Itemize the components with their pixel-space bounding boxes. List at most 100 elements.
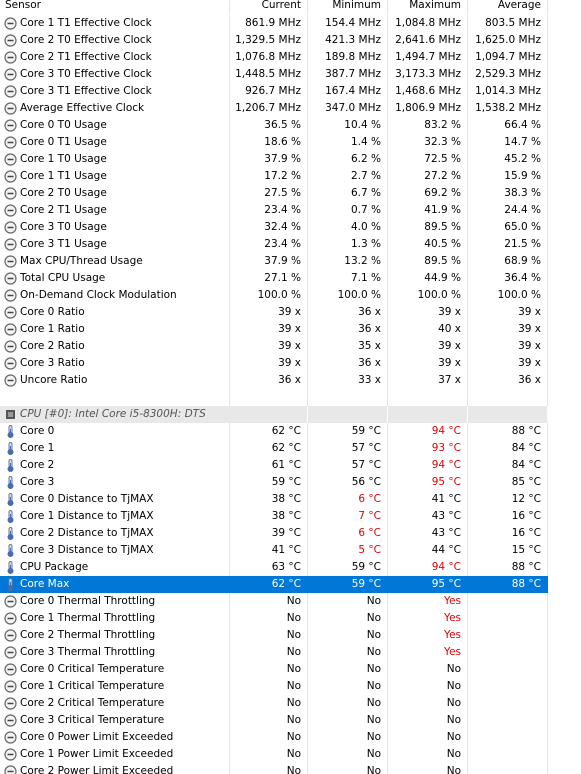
sensor-name: Core 3 Thermal Throttling <box>0 644 230 661</box>
sensor-value: 36.5 % <box>230 117 308 134</box>
sensor-value: 17.2 % <box>230 168 308 185</box>
sensor-row[interactable]: Core 0 Power Limit Exceeded No No No <box>0 729 548 746</box>
sensor-value: 83.2 % <box>388 117 468 134</box>
sensor-row[interactable]: Core 1 Thermal Throttling No No Yes <box>0 610 548 627</box>
sensor-value: 45.2 % <box>468 151 548 168</box>
status-icon <box>4 680 17 693</box>
sensor-row[interactable]: Core 0 Distance to TjMAX 38 °C 6 °C 41 °C 12… <box>0 491 548 508</box>
empty-cell <box>468 389 548 406</box>
sensor-value: 39 x <box>468 321 548 338</box>
sensor-row[interactable]: Core 2 Distance to TjMAX 39 °C 6 °C 43 °C 16… <box>0 525 548 542</box>
sensor-value: 1,076.8 MHz <box>230 49 308 66</box>
sensor-value: No <box>388 746 468 763</box>
sensor-row[interactable]: Core 0 T1 Usage 18.6 % 1.4 % 32.3 % 14.7 % <box>0 134 548 151</box>
status-icon <box>4 306 17 319</box>
empty-cell <box>468 610 548 627</box>
sensor-row[interactable]: CPU Package 63 °C 59 °C 94 °C 88 °C <box>0 559 548 576</box>
sensor-row[interactable]: Core 3 T0 Effective Clock 1,448.5 MHz 387.… <box>0 66 548 83</box>
sensor-value: 44 °C <box>388 542 468 559</box>
sensor-row[interactable]: Core Max 62 °C 59 °C 95 °C 88 °C <box>0 576 548 593</box>
sensor-row[interactable]: Core 3 Thermal Throttling No No Yes <box>0 644 548 661</box>
sensor-value: 38.3 % <box>468 185 548 202</box>
sensor-row[interactable]: Core 3 Critical Temperature No No No <box>0 712 548 729</box>
status-icon <box>4 714 17 727</box>
sensor-row[interactable]: Core 2 61 °C 57 °C 94 °C 84 °C <box>0 457 548 474</box>
sensor-row[interactable]: Core 3 T1 Effective Clock 926.7 MHz 167.4 … <box>0 83 548 100</box>
sensor-row[interactable]: Core 1 T0 Usage 37.9 % 6.2 % 72.5 % 45.2 % <box>0 151 548 168</box>
sensor-row[interactable]: Core 3 T0 Usage 32.4 % 4.0 % 89.5 % 65.0 % <box>0 219 548 236</box>
sensor-name: Max CPU/Thread Usage <box>0 253 230 270</box>
sensor-row[interactable]: Core 1 Distance to TjMAX 38 °C 7 °C 43 °C 16… <box>0 508 548 525</box>
header-label[interactable]: Minimum <box>308 0 388 14</box>
sensor-row[interactable]: Core 2 T1 Effective Clock 1,076.8 MHz 189.… <box>0 49 548 66</box>
sensor-row[interactable]: Core 2 T0 Usage 27.5 % 6.7 % 69.2 % 38.3 % <box>0 185 548 202</box>
sensor-row[interactable]: Max CPU/Thread Usage 37.9 % 13.2 % 89.5 % 68… <box>0 253 548 270</box>
sensor-row[interactable]: Core 1 62 °C 57 °C 93 °C 84 °C <box>0 440 548 457</box>
empty-cell <box>468 661 548 678</box>
sensor-row[interactable]: Core 2 Power Limit Exceeded No No No <box>0 763 548 774</box>
sensor-row[interactable]: Average Effective Clock 1,206.7 MHz 347.0 … <box>0 100 548 117</box>
sensor-row[interactable]: Core 0 Ratio 39 x 36 x 39 x 39 x <box>0 304 548 321</box>
sensor-row[interactable]: Core 1 Power Limit Exceeded No No No <box>0 746 548 763</box>
empty-cell <box>308 389 388 406</box>
header-label[interactable]: Average <box>468 0 548 14</box>
sensor-row[interactable]: On-Demand Clock Modulation 100.0 % 100.0 %… <box>0 287 548 304</box>
sensor-value: 100.0 % <box>468 287 548 304</box>
empty-cell <box>230 406 308 423</box>
sensor-row[interactable]: Core 2 Ratio 39 x 35 x 39 x 39 x <box>0 338 548 355</box>
sensor-value: 84 °C <box>468 457 548 474</box>
sensor-row[interactable]: Uncore Ratio 36 x 33 x 37 x 36 x <box>0 372 548 389</box>
sensor-value: 167.4 MHz <box>308 83 388 100</box>
sensor-row[interactable]: Core 2 Thermal Throttling No No Yes <box>0 627 548 644</box>
header-label[interactable]: Current <box>230 0 308 14</box>
status-icon <box>4 629 17 642</box>
sensor-value: 95 °C <box>388 576 468 593</box>
sensor-name: Core 1 Distance to TjMAX <box>0 508 230 525</box>
sensor-value: 88 °C <box>468 576 548 593</box>
status-icon <box>4 272 17 285</box>
group-title: CPU [#0]: Intel Core i5-8300H: DTS <box>20 408 206 420</box>
column-header: Sensor Current Minimum Maximum Average <box>0 0 548 14</box>
header-label[interactable]: Sensor <box>0 0 230 14</box>
sensor-row[interactable]: Core 0 Critical Temperature No No No <box>0 661 548 678</box>
sensor-value: 89.5 % <box>388 253 468 270</box>
sensor-value: 44.9 % <box>388 270 468 287</box>
sensor-row[interactable]: Core 3 Distance to TjMAX 41 °C 5 °C 44 °C 15… <box>0 542 548 559</box>
sensor-value: 41 °C <box>230 542 308 559</box>
sensor-name: Core 0 <box>0 423 230 440</box>
empty-cell <box>468 712 548 729</box>
sensor-value: 15 °C <box>468 542 548 559</box>
sensor-value: 39 x <box>230 321 308 338</box>
sensor-value: 39 °C <box>230 525 308 542</box>
sensor-row[interactable]: Core 1 T1 Usage 17.2 % 2.7 % 27.2 % 15.9 % <box>0 168 548 185</box>
sensor-row[interactable]: Core 2 T1 Usage 23.4 % 0.7 % 41.9 % 24.4 % <box>0 202 548 219</box>
sensor-value: 72.5 % <box>388 151 468 168</box>
sensor-row[interactable]: Core 1 Ratio 39 x 36 x 40 x 39 x <box>0 321 548 338</box>
sensor-row[interactable]: Core 0 62 °C 59 °C 94 °C 88 °C <box>0 423 548 440</box>
sensor-row[interactable]: Core 3 T1 Usage 23.4 % 1.3 % 40.5 % 21.5 % <box>0 236 548 253</box>
temp-icon <box>7 578 14 591</box>
sensor-value: 7 °C <box>308 508 388 525</box>
sensor-value: 94 °C <box>388 423 468 440</box>
sensor-name: Average Effective Clock <box>0 100 230 117</box>
sensor-value: No <box>230 746 308 763</box>
sensor-value: 68.9 % <box>468 253 548 270</box>
sensor-row[interactable]: Core 2 T0 Effective Clock 1,329.5 MHz 421.… <box>0 32 548 49</box>
group-header[interactable]: CPU [#0]: Intel Core i5-8300H: DTS <box>0 406 548 423</box>
header-label[interactable]: Maximum <box>388 0 468 14</box>
sensor-row[interactable]: Core 2 Critical Temperature No No No <box>0 695 548 712</box>
sensor-row[interactable]: Total CPU Usage 27.1 % 7.1 % 44.9 % 36.4 % <box>0 270 548 287</box>
sensor-value: 39 x <box>230 355 308 372</box>
sensor-row[interactable]: Core 0 Thermal Throttling No No Yes <box>0 593 548 610</box>
sensor-row[interactable]: Core 1 Critical Temperature No No No <box>0 678 548 695</box>
sensor-row[interactable]: Core 0 T0 Usage 36.5 % 10.4 % 83.2 % 66.4 % <box>0 117 548 134</box>
status-icon <box>4 34 17 47</box>
sensor-name: Core 1 T1 Usage <box>0 168 230 185</box>
sensor-name: Core 3 T0 Effective Clock <box>0 66 230 83</box>
sensor-row[interactable]: Core 3 Ratio 39 x 36 x 39 x 39 x <box>0 355 548 372</box>
sensor-row[interactable]: Core 3 59 °C 56 °C 95 °C 85 °C <box>0 474 548 491</box>
sensor-name: Core 1 T1 Effective Clock <box>0 15 230 32</box>
sensor-row[interactable]: Core 1 T1 Effective Clock 861.9 MHz 154.4 … <box>0 15 548 32</box>
sensor-value: 36 x <box>308 304 388 321</box>
sensor-value: 1.4 % <box>308 134 388 151</box>
